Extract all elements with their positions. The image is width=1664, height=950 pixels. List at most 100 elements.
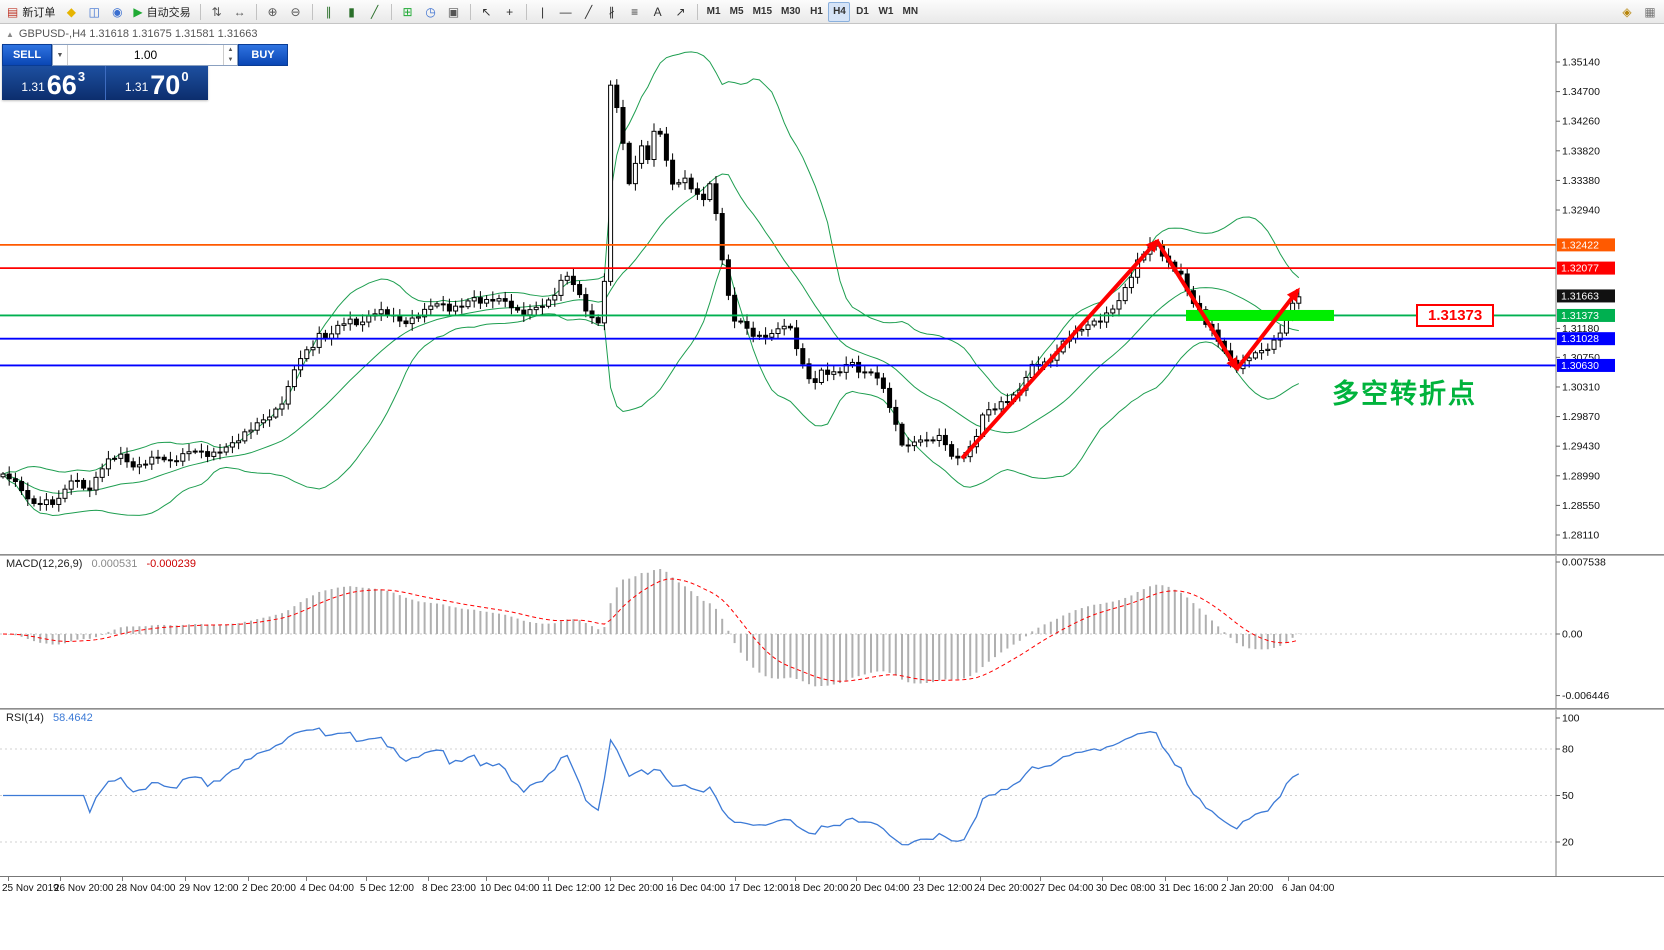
channel-icon-button[interactable]: ∦ [601,2,623,22]
horizontal-line-icon-button[interactable]: — [555,2,577,22]
sell-price-display[interactable]: 1.31 66 3 [2,66,106,100]
price-callout-label[interactable]: 1.31373 [1416,304,1495,327]
time-axis-tick [980,877,981,881]
price-level-badge-text: 1.31373 [1561,310,1599,322]
one-click-trading-panel: SELL ▼ ▲ ▼ BUY 1.31 66 3 1 [2,44,288,100]
highlight-rectangle[interactable] [1186,309,1334,321]
sell-button[interactable]: SELL [2,44,52,66]
time-axis-label: 17 Dec 12:00 [729,883,789,894]
timeframe-label: M5 [729,5,744,17]
toolbar-separator [390,3,392,20]
zoom-in-button[interactable]: ⊕ [262,2,284,22]
trend-arrow[interactable] [1155,239,1239,372]
time-axis-tick [1288,877,1289,881]
zoom-in-icon: ⊕ [267,4,278,19]
crosshair-icon-button[interactable]: + [499,2,521,22]
timeframe-label: M30 [781,5,801,17]
panel-separator[interactable] [0,708,1664,710]
cursor-icon-button[interactable]: ↖ [476,2,498,22]
text-icon-button[interactable]: A [647,2,669,22]
line-chart-icon-button[interactable]: ╱ [364,2,386,22]
new-chart-icon-icon: ⊞ [402,4,413,19]
price-axis-label: 1.33380 [1562,175,1600,187]
data-window-icon-icon: ▦ [1644,4,1656,19]
templates-icon-button[interactable]: ▣ [443,2,465,22]
volume-dropdown-icon[interactable]: ▼ [53,45,68,65]
price-level-badge-text: 1.32422 [1561,239,1599,251]
volume-up-icon[interactable]: ▲ [227,47,234,53]
data-window-icon-button[interactable]: ▦ [1639,2,1661,22]
volume-input[interactable] [68,45,223,65]
buy-price-display[interactable]: 1.31 70 0 [106,66,209,100]
price-axis-label: 1.30310 [1562,381,1600,393]
crosshair-icon-icon: + [506,4,514,19]
volume-control: ▼ ▲ ▼ [52,44,238,66]
panel-separator[interactable] [0,554,1664,556]
navigator-icon-icon: ◉ [112,4,123,19]
timeframe-h4-button[interactable]: H4 [828,1,851,22]
main-chart-canvas[interactable]: 1.35140 1.34700 1.34260 1.33820 1.33380 1.329… [0,24,1664,554]
metaeditor-icon-button[interactable]: ◆ [60,2,82,22]
navigator-icon-button[interactable]: ◉ [106,2,128,22]
buy-button[interactable]: BUY [238,44,288,66]
chart-window[interactable]: 1.35140 1.34700 1.34260 1.33820 1.33380 1.329… [0,24,1664,950]
timeframe-m30-button[interactable]: M30 [777,2,804,22]
timeframe-mn-button[interactable]: MN [898,2,922,22]
time-axis-label: 16 Dec 04:00 [666,883,726,894]
time-axis-label: 27 Dec 04:00 [1034,883,1094,894]
timeframe-m5-button[interactable]: M5 [726,2,748,22]
trend-arrow[interactable] [1235,287,1300,371]
macd-chart-canvas[interactable]: 0.007538 0.00 -0.006446 [0,556,1664,708]
timeframe-m1-button[interactable]: M1 [703,2,725,22]
fibonacci-icon-icon: ≡ [631,4,639,19]
profiles-icon-button[interactable]: ◷ [420,2,442,22]
text-icon-icon: A [653,4,662,19]
price-level-badge [1557,238,1615,252]
macd-axis-label: -0.006446 [1562,690,1609,702]
arrows-icon-icon: ↗ [675,4,686,19]
new-order-button[interactable]: ▤ 新订单 [3,2,59,22]
candles-chart-icon-button[interactable]: ▮ [341,2,363,22]
timeframe-m15-button[interactable]: M15 [749,2,776,22]
time-axis-label: 25 Nov 2019 [2,883,59,894]
time-axis-tick [428,877,429,881]
macd-value-signal: -0.000239 [146,558,196,570]
volume-down-icon[interactable]: ▼ [227,57,234,63]
candles-chart-icon-icon: ▮ [348,4,355,19]
macd-label: MACD(12,26,9) 0.000531 -0.000239 [6,558,196,570]
vertical-line-icon-button[interactable]: | [532,2,554,22]
timeframe-h1-button[interactable]: H1 [805,2,827,22]
time-axis-tick [856,877,857,881]
scale-fix-icon-button[interactable]: ↔ [229,2,251,22]
market-watch-icon-button[interactable]: ◫ [83,2,105,22]
timeframe-label: D1 [856,5,869,17]
trend-arrow[interactable] [960,238,1160,460]
buy-price-big: 70 [150,70,181,101]
line-chart-icon-icon: ╱ [370,4,379,19]
fibonacci-icon-button[interactable]: ≡ [624,2,646,22]
time-axis-label: 12 Dec 20:00 [604,883,664,894]
sell-price-sup: 3 [77,69,86,84]
scale-up-icon-button[interactable]: ⇅ [206,2,228,22]
timeframe-label: MN [902,5,919,17]
price-axis-label: 1.31180 [1562,323,1599,335]
annotation-text-cn[interactable]: 多空转折点 [1332,379,1477,409]
zoom-out-button[interactable]: ⊖ [285,2,307,22]
arrows-icon-button[interactable]: ↗ [670,2,692,22]
trendline-icon-button[interactable]: ╱ [578,2,600,22]
toolbar-separator [255,3,257,20]
new-chart-icon-button[interactable]: ⊞ [397,2,419,22]
timeframe-w1-button[interactable]: W1 [874,2,897,22]
time-axis[interactable]: 25 Nov 2019 26 Nov 20:00 28 Nov 04:00 29 No… [0,876,1664,902]
timeframe-d1-button[interactable]: D1 [851,2,873,22]
sell-price-big: 66 [46,70,77,101]
autotrading-button[interactable]: ▶ 自动交易 [129,2,194,22]
price-level-badge [1557,289,1615,303]
bars-chart-icon-button[interactable]: ∥ [318,2,340,22]
price-axis-label: 1.35140 [1562,57,1600,69]
rsi-chart-canvas[interactable]: 100 80 50 20 [0,710,1664,876]
chart-list-icon-button[interactable]: ◈ [1616,2,1638,22]
time-axis-tick [248,877,249,881]
time-axis-label: 29 Nov 12:00 [179,883,239,894]
time-axis-label: 28 Nov 04:00 [116,883,176,894]
